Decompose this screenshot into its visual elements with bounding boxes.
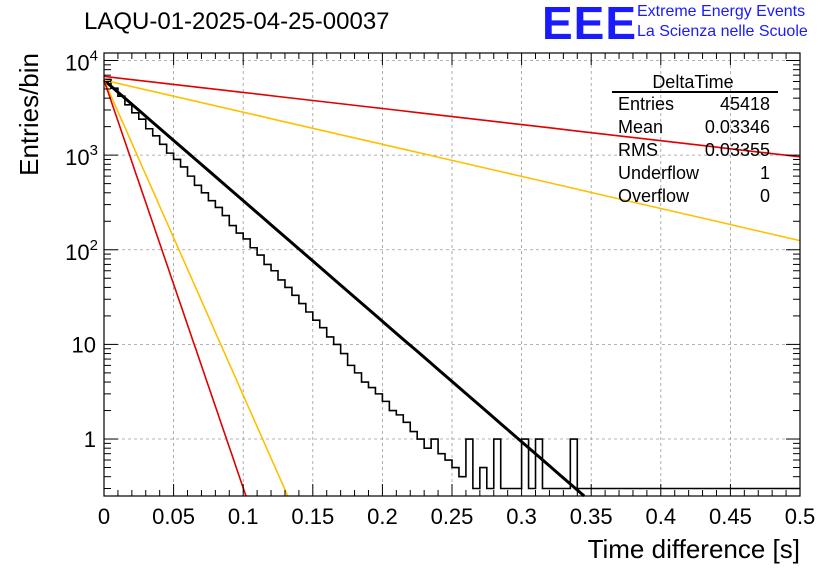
stats-row-label: RMS	[618, 140, 658, 160]
histogram	[104, 78, 800, 490]
x-tick-label: 0.25	[431, 504, 474, 529]
y-tick-exponent: 2	[90, 237, 98, 254]
stats-title: DeltaTime	[652, 72, 733, 92]
stats-row-value: 0.03355	[705, 140, 770, 160]
grid	[103, 53, 801, 496]
stats-row-label: Underflow	[618, 163, 700, 183]
x-tick-label: 0.5	[785, 504, 816, 529]
x-tick-label: 0.2	[367, 504, 398, 529]
y-tick-base: 10	[65, 240, 89, 265]
x-axis-label: Time difference [s]	[588, 534, 800, 564]
stats-row-value: 0.03346	[705, 117, 770, 137]
curve-fit	[103, 78, 586, 498]
y-tick-label: 1	[84, 427, 96, 452]
chart-title: LAQU-01-2025-04-25-00037	[84, 8, 390, 35]
stats-row-label: Overflow	[618, 186, 690, 206]
stats-row-label: Entries	[618, 94, 674, 114]
y-tick-label: 10	[72, 332, 96, 357]
x-tick-label: 0.3	[506, 504, 537, 529]
fit-curves	[103, 75, 801, 498]
y-tick-label: 103	[65, 142, 98, 170]
y-tick-exponent: 4	[90, 47, 98, 64]
stats-row-value: 0	[760, 186, 770, 206]
curve-lower-bound-red	[103, 79, 247, 497]
axis-ticks	[103, 53, 801, 496]
x-tick-label: 0.15	[291, 504, 334, 529]
curve-upper-bound-orange	[103, 79, 801, 242]
stats-row-value: 45418	[720, 94, 770, 114]
x-tick-label: 0.05	[152, 504, 195, 529]
logo-line-1: Extreme Energy Events	[637, 3, 806, 20]
histogram-outline	[104, 78, 800, 490]
axis-tick-labels: 0 0.05 0.1 0.15 0.2 0.25 0.3 0.35 0.4 0.45 0.51101…	[65, 47, 815, 529]
y-tick-label: 102	[65, 237, 98, 265]
stats-row-label: Mean	[618, 117, 663, 137]
eee-logo: EEE	[542, 0, 638, 49]
y-tick-base: 10	[65, 50, 89, 75]
y-tick-exponent: 3	[90, 142, 98, 159]
logo-line-2: La Scienza nelle Scuole	[637, 23, 808, 40]
y-tick-base: 10	[65, 145, 89, 170]
x-tick-label: 0.35	[570, 504, 613, 529]
x-tick-label: 0	[98, 504, 110, 529]
x-tick-label: 0.1	[228, 504, 259, 529]
x-tick-label: 0.45	[709, 504, 752, 529]
curve-lower-bound-orange	[103, 79, 289, 497]
x-tick-label: 0.4	[646, 504, 677, 529]
y-axis-label: Entries/bin	[14, 53, 44, 176]
curve-upper-bound-red	[103, 75, 801, 158]
stats-row-value: 1	[760, 163, 770, 183]
y-tick-label: 104	[65, 47, 98, 75]
